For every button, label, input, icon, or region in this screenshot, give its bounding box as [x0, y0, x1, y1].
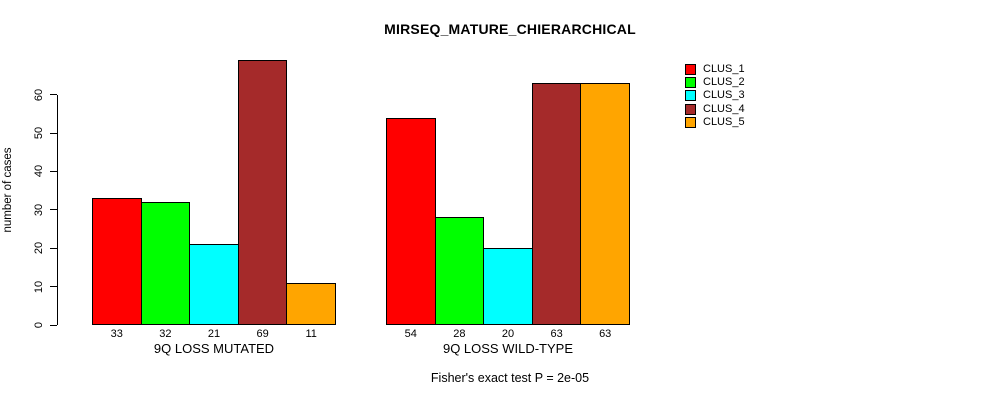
- y-tick-mark: [50, 132, 57, 134]
- legend-item: CLUS_5: [685, 116, 745, 129]
- bar-value-label: 63: [550, 328, 563, 340]
- legend-label: CLUS_5: [703, 115, 745, 128]
- bar-value-label: 32: [159, 328, 172, 340]
- bar-clus_5-group1: [286, 282, 336, 325]
- annotation-text: Fisher's exact test P = 2e-05: [430, 371, 590, 385]
- bar-clus_4-group1: [237, 60, 288, 325]
- bar-value-label: 69: [256, 328, 269, 340]
- bar-value-label: 11: [305, 328, 317, 340]
- y-tick-label: 60: [33, 88, 45, 101]
- legend-item: CLUS_3: [685, 89, 745, 102]
- x-group-label: 9Q LOSS MUTATED: [153, 341, 275, 356]
- bar-clus_2-group2: [434, 217, 485, 325]
- bar-value-label: 28: [453, 328, 466, 340]
- y-tick-mark: [50, 209, 57, 211]
- y-tick-mark: [50, 94, 57, 96]
- bar-value-label: 20: [501, 328, 515, 340]
- legend-label: CLUS_4: [703, 102, 745, 115]
- bar-clus_3-group2: [483, 248, 533, 325]
- y-tick-mark: [50, 247, 57, 249]
- legend-swatch-clus_4: [685, 103, 696, 115]
- legend-swatch-clus_2: [685, 77, 696, 89]
- bar-value-label: 33: [110, 328, 123, 340]
- chart-title: MIRSEQ_MATURE_CHIERARCHICAL: [384, 21, 636, 37]
- bar-clus_4-group2: [531, 83, 582, 325]
- legend-item: CLUS_2: [685, 76, 745, 89]
- legend-swatch-clus_5: [685, 116, 696, 128]
- legend-label: CLUS_2: [703, 76, 745, 89]
- bar-clus_5-group2: [580, 83, 630, 325]
- legend-swatch-clus_1: [685, 64, 696, 76]
- y-tick-mark: [50, 324, 57, 326]
- bar-value-label: 63: [599, 328, 612, 340]
- legend-swatch-clus_3: [685, 90, 696, 102]
- bar-value-label: 54: [404, 328, 417, 340]
- y-axis-label: number of cases: [2, 147, 14, 233]
- bar-value-label: 21: [207, 328, 221, 340]
- x-group-label: 9Q LOSS WILD-TYPE: [442, 341, 574, 356]
- legend-label: CLUS_3: [703, 89, 745, 102]
- bar-clus_1-group2: [386, 117, 436, 325]
- y-axis-line: [57, 94, 58, 325]
- legend-item: CLUS_4: [685, 103, 745, 116]
- legend-label: CLUS_1: [703, 63, 745, 76]
- legend: CLUS_1 CLUS_2 CLUS_3 CLUS_4 CLUS_5: [685, 63, 745, 129]
- bar-clus_2-group1: [140, 202, 191, 325]
- legend-item: CLUS_1: [685, 63, 745, 76]
- bar-clus_1-group1: [92, 198, 142, 325]
- bar-clus_3-group1: [189, 244, 239, 325]
- y-tick-mark: [50, 286, 57, 288]
- y-tick-mark: [50, 170, 57, 172]
